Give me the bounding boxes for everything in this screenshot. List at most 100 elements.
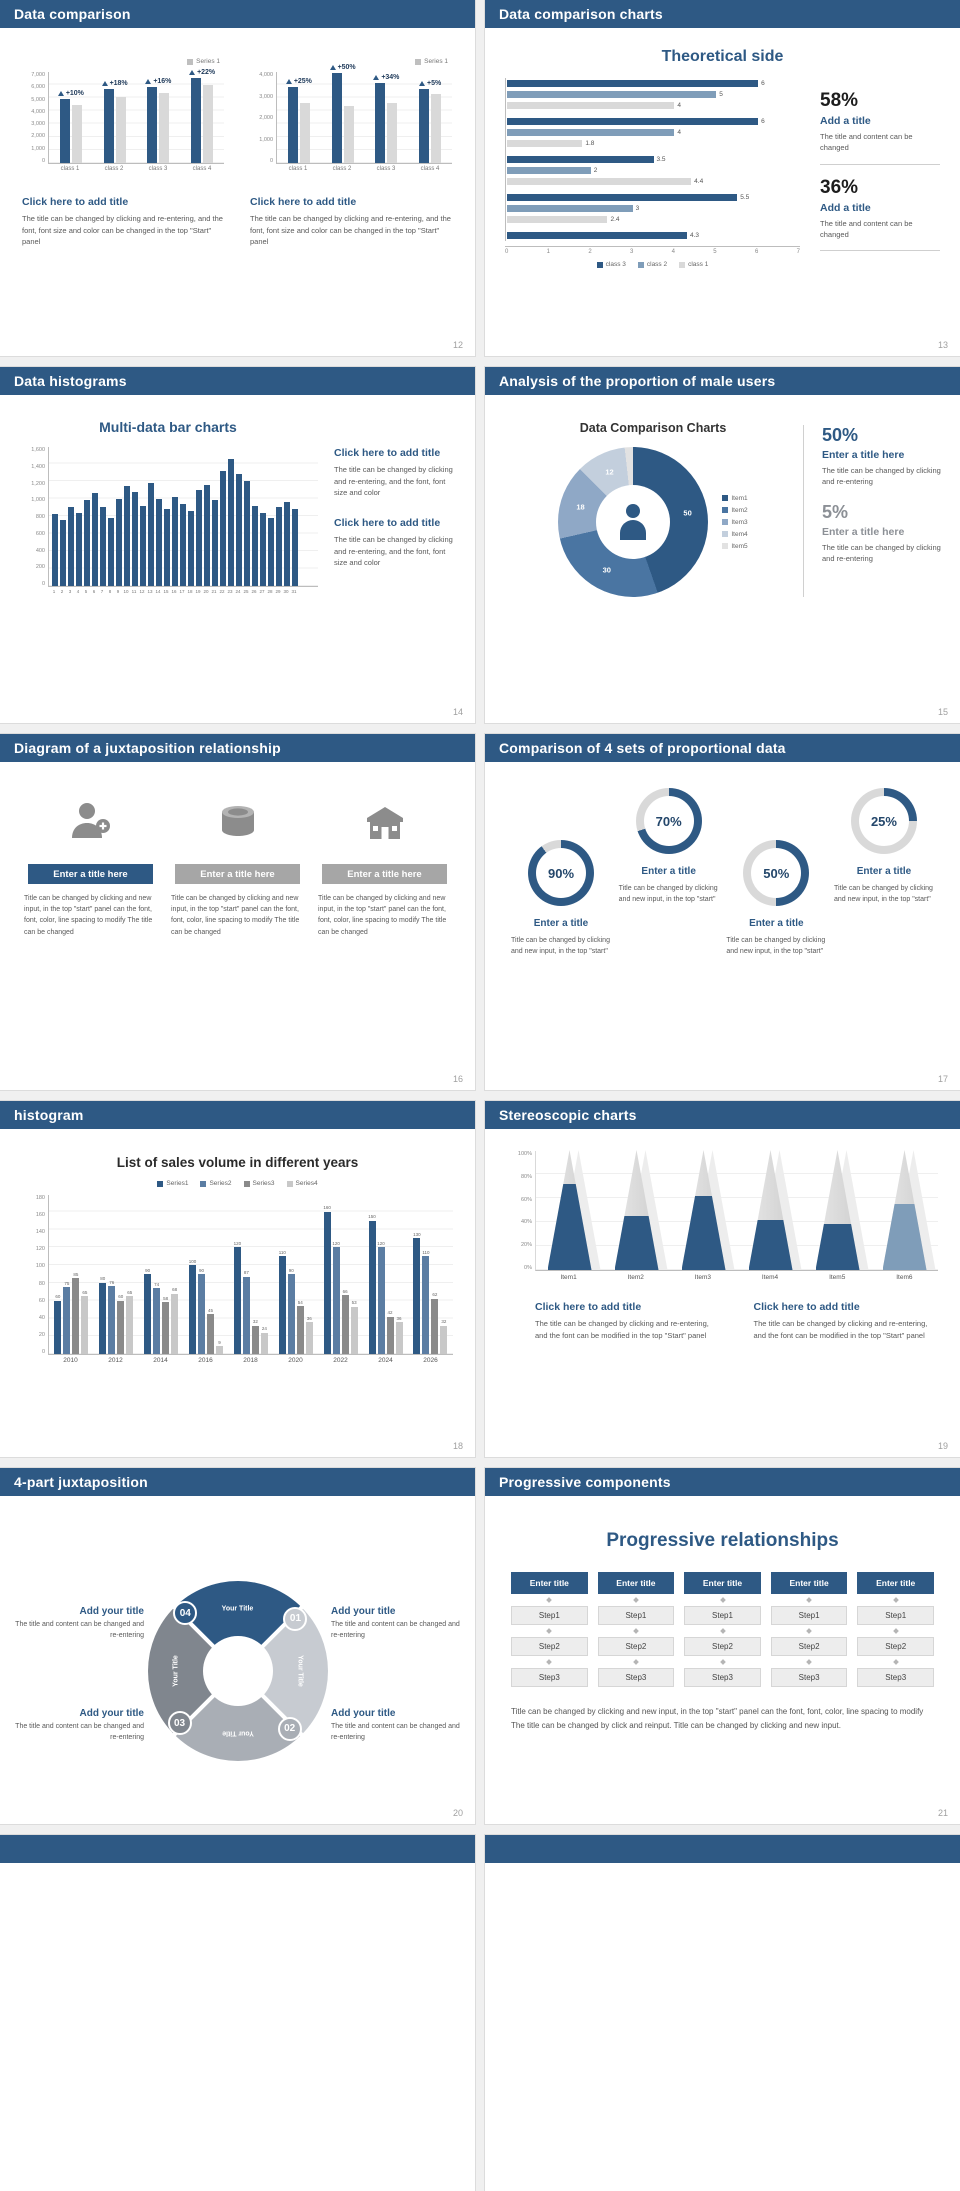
axis-tick: 2024 — [378, 1357, 393, 1364]
progress-column: Enter title Step1 Step2 Step3 — [684, 1572, 761, 1687]
slide-title-bar: Comparison of 4 sets of proportional dat… — [485, 734, 960, 762]
bar — [268, 517, 274, 586]
enter-title-button[interactable]: Enter title — [770, 1572, 848, 1594]
value-label: 74 — [154, 1281, 160, 1287]
value-label: 6 — [761, 80, 765, 87]
bar — [71, 105, 82, 163]
text-blocks: Click here to add title The title can be… — [507, 1295, 938, 1341]
percent-label: +34% — [373, 74, 399, 81]
progress-ring: 50% — [743, 840, 810, 906]
bar — [63, 1287, 71, 1354]
progressive-columns: Enter title Step1 Step2 Step3 Enter title Ste… — [511, 1572, 934, 1687]
block-body: The title can be changed by clicking and… — [334, 534, 453, 568]
bar — [507, 129, 675, 136]
bar — [60, 519, 66, 586]
axis-tick: class 3 — [376, 166, 396, 172]
value-label: 85 — [73, 1271, 79, 1277]
slide-12-data-comparison[interactable]: Data comparison Series 1 7,000 6,000 5,000 4… — [0, 0, 475, 356]
value-label: 66 — [342, 1288, 348, 1294]
increase-arrow-icon — [285, 79, 292, 85]
ring-body: Title can be changed by clicking and new… — [726, 937, 826, 956]
bar-group: 160 120 66 53 — [323, 1195, 358, 1354]
enter-title-button[interactable]: Enter title — [597, 1572, 675, 1594]
axis-tick: 23 — [227, 589, 233, 594]
bar — [124, 486, 130, 586]
step-box[interactable]: Step1 — [770, 1606, 848, 1625]
corner-text-block: Add your title The title and content can… — [12, 1708, 144, 1743]
bar — [203, 85, 214, 163]
text-blocks: Click here to add title The title can be… — [22, 190, 453, 248]
step-box[interactable]: Step2 — [857, 1637, 934, 1656]
block-body: The title can be changed by clicking and… — [535, 1319, 709, 1340]
step-box[interactable]: Step1 — [511, 1606, 588, 1625]
step-box[interactable]: Step3 — [857, 1668, 934, 1687]
slide-15-male-users[interactable]: Analysis of the proportion of male users… — [485, 367, 960, 723]
slide-20-four-part[interactable]: 4-part juxtaposition Your Title Your Titl… — [0, 1468, 475, 1824]
enter-title-button[interactable]: Enter title — [684, 1572, 761, 1594]
ring-title: Enter a title — [856, 866, 912, 877]
item-title-bar: Enter a title here — [175, 864, 300, 884]
slide-title-bar: Data comparison charts — [485, 0, 960, 28]
step-box[interactable]: Step2 — [770, 1637, 848, 1656]
page-number: 20 — [452, 1808, 463, 1818]
value-label: 62 — [432, 1292, 438, 1298]
page-number: 13 — [937, 340, 948, 350]
block-body: The title can be changed by clicking and… — [22, 214, 223, 247]
bar — [251, 1325, 259, 1354]
step-box[interactable]: Step2 — [597, 1637, 675, 1656]
bar — [117, 1300, 125, 1354]
slide-16-juxtaposition[interactable]: Diagram of a juxtaposition relationship … — [0, 734, 475, 1090]
bar — [507, 194, 738, 201]
legend-swatch — [679, 261, 686, 268]
cone — [547, 1150, 601, 1270]
slide-13-data-comparison-charts[interactable]: Data comparison charts Theoretical side … — [485, 0, 960, 356]
legend-item: Item4 — [722, 531, 748, 538]
step-box[interactable]: Step1 — [857, 1606, 934, 1625]
axis-tick: Item5 — [829, 1274, 846, 1281]
ring-column: 25% Enter a title Title can be changed b… — [834, 788, 934, 957]
value-label: 4 — [677, 129, 682, 136]
slide-14-data-histograms[interactable]: Data histograms Multi-data bar charts 1,… — [0, 367, 475, 723]
item-body: Title can be changed by clicking and new… — [318, 895, 447, 936]
bar — [507, 167, 591, 174]
enter-title-button[interactable]: Enter title — [511, 1572, 588, 1594]
slide-19-stereoscopic[interactable]: Stereoscopic charts 100% 80% 60% 40% 20% 0% It… — [485, 1101, 960, 1457]
step-box[interactable]: Step2 — [684, 1637, 761, 1656]
axis-tick: 5 — [713, 249, 717, 255]
bar-group: +16% — [139, 72, 177, 163]
step-box[interactable]: Step3 — [511, 1668, 588, 1687]
step-box[interactable]: Step1 — [597, 1606, 675, 1625]
ring-percent: 90% — [536, 848, 586, 898]
axis-tick: 0 — [269, 158, 273, 164]
step-box[interactable]: Step3 — [684, 1668, 761, 1687]
stat-block: 36% Add a title The title and content ca… — [820, 177, 940, 251]
axis-tick: 60% — [520, 1196, 532, 1203]
bar — [299, 103, 310, 163]
axis-tick: 1,600 — [31, 447, 45, 453]
segment-label: 30 — [602, 565, 611, 575]
slide-partial-left[interactable] — [0, 1835, 475, 2191]
step-box[interactable]: Step2 — [511, 1637, 588, 1656]
axis-tick: 1,000 — [259, 136, 273, 143]
legend-swatch — [200, 1180, 207, 1187]
slide-partial-right[interactable] — [485, 1835, 960, 2191]
axis-tick: 4,000 — [259, 72, 273, 78]
slide-body: 100% 80% 60% 40% 20% 0% Item1 Item2 Item3 Item4 It… — [485, 1129, 960, 1341]
slide-title-bar: Data histograms — [0, 367, 475, 395]
bar-group: 80 76 60 65 — [99, 1195, 134, 1354]
legend-item: Series4 — [286, 1180, 318, 1187]
bar — [147, 86, 158, 163]
slide-17-proportional-data[interactable]: Comparison of 4 sets of proportional dat… — [485, 734, 960, 1090]
slide-18-histogram[interactable]: histogram List of sales volume in differ… — [0, 1101, 475, 1457]
step-box[interactable]: Step1 — [684, 1606, 761, 1625]
value-label: 45 — [208, 1307, 214, 1313]
slide-body: Progressive relationships Enter title Ste… — [485, 1496, 960, 1732]
bar-group: +5% — [411, 72, 449, 163]
bar — [422, 1256, 430, 1354]
axis-tick: 6 — [92, 589, 96, 594]
step-box[interactable]: Step3 — [770, 1668, 848, 1687]
enter-title-button[interactable]: Enter title — [857, 1572, 934, 1594]
step-box[interactable]: Step3 — [597, 1668, 675, 1687]
legend-item: class 3 — [596, 261, 626, 268]
slide-21-progressive[interactable]: Progressive components Progressive relat… — [485, 1468, 960, 1824]
